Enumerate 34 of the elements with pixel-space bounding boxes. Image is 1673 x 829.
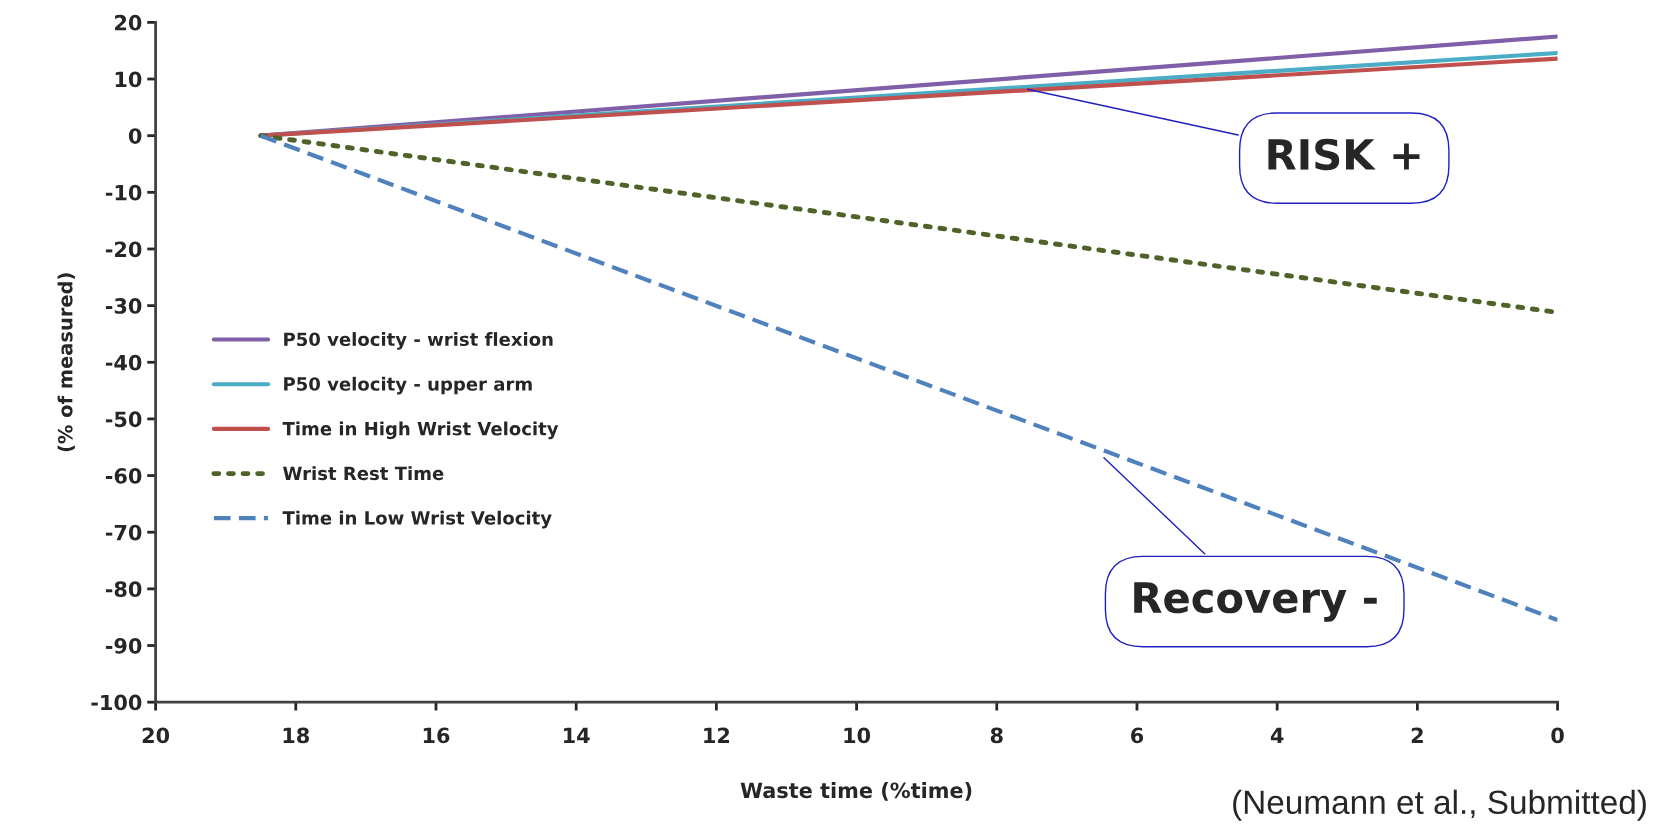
x-tick-label: 16 [423,727,450,744]
x-tick-label: 2 [1411,727,1423,743]
x-tick-label: 14 [564,727,590,743]
y-tick-label: 10 [115,71,142,88]
y-tick-label: -20 [105,241,142,258]
y-tick-label: -90 [105,637,142,654]
x-tick-label: 6 [1131,727,1144,744]
x-tick-label: 10 [844,727,871,744]
text: (Neumann et al., Submitted) [1233,789,1646,821]
legend-label: P50 velocity - upper arm [284,376,532,395]
annotation: Recovery - [1134,582,1377,622]
x-tick-label: 12 [704,727,730,743]
annotation: RISK + [1268,138,1420,171]
y-tick-label: -10 [105,184,142,201]
y-tick-label: -40 [105,354,142,371]
x-tick-label: 20 [142,727,170,744]
legend-label: Time in High Wrist Velocity [282,421,559,440]
y-tick-label: 0 [128,128,142,144]
x-tick-label: 4 [1270,727,1284,743]
legend-label: Time in Low Wrist Velocity [282,510,552,529]
x-axis-title: Waste time (%time) [740,782,972,801]
legend-label: P50 velocity - wrist flexion [284,332,553,350]
x-tick-label: 18 [283,727,309,744]
legend-label: Wrist Rest Time [283,466,444,481]
y-tick-label: -30 [105,298,142,314]
y-tick-label: -60 [105,468,142,484]
x-tick-label: 8 [990,727,1003,744]
y-axis-title: (% of measured) [57,273,75,452]
y-tick-label: -70 [105,524,142,541]
y-tick-label: -80 [105,581,142,598]
y-tick-label: 20 [115,14,142,31]
y-tick-label: -100 [91,694,142,711]
y-tick-label: -50 [105,411,142,428]
x-tick-label: 0 [1551,727,1564,744]
